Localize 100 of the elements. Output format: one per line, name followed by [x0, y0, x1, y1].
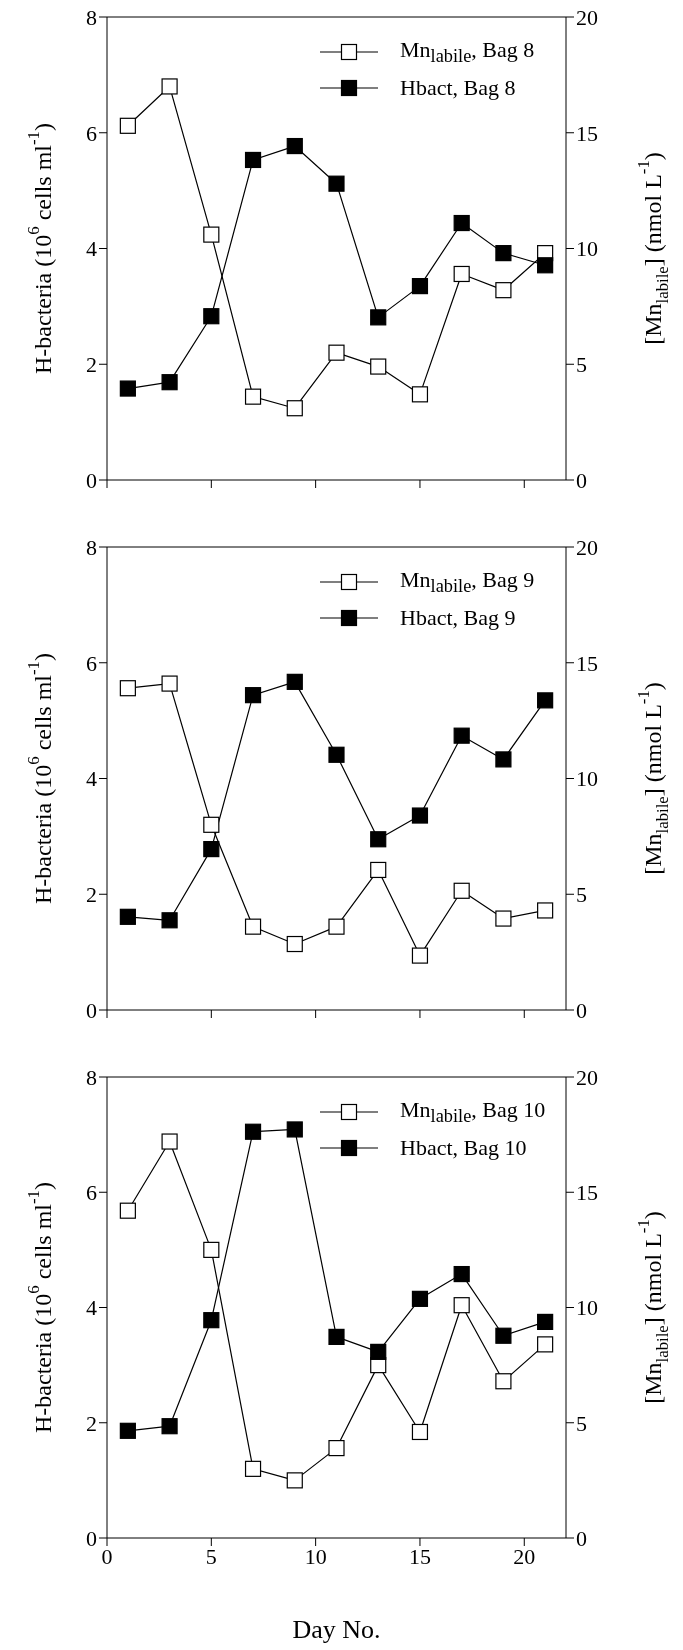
point [495, 910, 512, 927]
point [119, 908, 136, 925]
point [328, 746, 345, 763]
point [203, 816, 220, 833]
point [411, 278, 429, 295]
point [411, 947, 429, 964]
point [244, 687, 262, 704]
y2-tick-label: 0 [576, 467, 587, 493]
y2-tick-label: 10 [576, 236, 598, 262]
y2-tick-label: 10 [576, 1295, 598, 1321]
y-tick-label: 0 [86, 1525, 97, 1551]
point [370, 358, 387, 375]
point [161, 78, 178, 95]
y-tick-label: 6 [86, 1180, 97, 1206]
point [286, 137, 303, 155]
y2-tick-label: 5 [576, 352, 587, 378]
y2-tick-label: 5 [576, 882, 587, 908]
point [119, 117, 136, 134]
y2-tick-label: 20 [576, 534, 598, 560]
point [119, 1422, 136, 1439]
point [328, 1328, 345, 1345]
x-tick-label: 20 [513, 1543, 536, 1569]
point [244, 388, 262, 405]
y-tick-label: 6 [86, 650, 97, 676]
point [286, 1121, 303, 1138]
y-tick-label: 8 [86, 534, 97, 560]
point [119, 380, 136, 397]
point [203, 841, 220, 858]
point [411, 1423, 429, 1441]
point [161, 374, 178, 391]
point [495, 245, 512, 262]
point [203, 308, 220, 325]
point [119, 1202, 136, 1219]
point [244, 151, 262, 169]
point [537, 902, 554, 919]
point [537, 1313, 554, 1331]
legend-label: Mn$_{labile}$, Bag 9 [400, 566, 535, 598]
point [370, 831, 387, 848]
y2-tick-label: 0 [576, 1525, 587, 1551]
point [161, 1418, 178, 1435]
x-tick-label: 15 [408, 1543, 431, 1569]
point [203, 226, 220, 243]
point [453, 1297, 470, 1314]
point [495, 1327, 512, 1344]
point [203, 1241, 220, 1258]
point [328, 918, 345, 935]
legend-label: Mn$_{labile}$, Bag 10 [400, 1096, 546, 1128]
y-tick-label: 2 [86, 352, 97, 378]
y-tick-label: 0 [86, 997, 97, 1023]
point [119, 680, 136, 697]
point [453, 727, 470, 744]
y2-tick-label: 20 [576, 4, 598, 30]
point [370, 861, 387, 879]
legend-label: Hbact, Bag 10 [400, 1135, 527, 1161]
y2-tick-label: 20 [576, 1064, 598, 1090]
point [370, 1343, 387, 1360]
point [495, 1373, 512, 1390]
y-tick-label: 4 [86, 236, 97, 262]
point [161, 675, 178, 692]
point [286, 673, 303, 690]
point [161, 1133, 178, 1150]
point [161, 912, 178, 929]
y2-tick-label: 15 [576, 120, 598, 146]
point [203, 1312, 220, 1329]
y-tick-label: 8 [86, 4, 97, 30]
point [286, 1472, 303, 1489]
legend-label: Mn$_{labile}$, Bag 8 [400, 36, 535, 68]
y-tick-label: 0 [86, 467, 97, 493]
point [328, 1440, 345, 1457]
y-tick-label: 2 [86, 1410, 97, 1436]
y2-tick-label: 15 [576, 1180, 598, 1206]
x-axis-title: Day No. [292, 1614, 381, 1644]
legend-label: Hbact, Bag 9 [400, 605, 516, 631]
point [537, 257, 554, 274]
x-tick-label: 5 [205, 1543, 217, 1569]
point [244, 1460, 262, 1477]
y-tick-label: 2 [86, 882, 97, 908]
point [537, 692, 554, 709]
y-tick-label: 4 [86, 1295, 97, 1321]
point [453, 1265, 470, 1283]
point [411, 386, 429, 403]
point [411, 1290, 429, 1307]
point [495, 751, 512, 768]
point [453, 265, 470, 283]
point [453, 214, 470, 232]
y-tick-label: 4 [86, 766, 97, 792]
point [286, 400, 303, 417]
point [244, 918, 262, 935]
y-tick-label: 8 [86, 1064, 97, 1090]
point [244, 1123, 262, 1140]
point [328, 344, 345, 361]
point [411, 807, 429, 824]
x-tick-label: 10 [304, 1543, 327, 1569]
y2-tick-label: 15 [576, 650, 598, 676]
y-tick-label: 6 [86, 120, 97, 146]
y2-tick-label: 10 [576, 766, 598, 792]
point [453, 882, 470, 899]
point [370, 309, 387, 326]
legend-label: Hbact, Bag 8 [400, 75, 516, 101]
y2-tick-label: 0 [576, 997, 587, 1023]
